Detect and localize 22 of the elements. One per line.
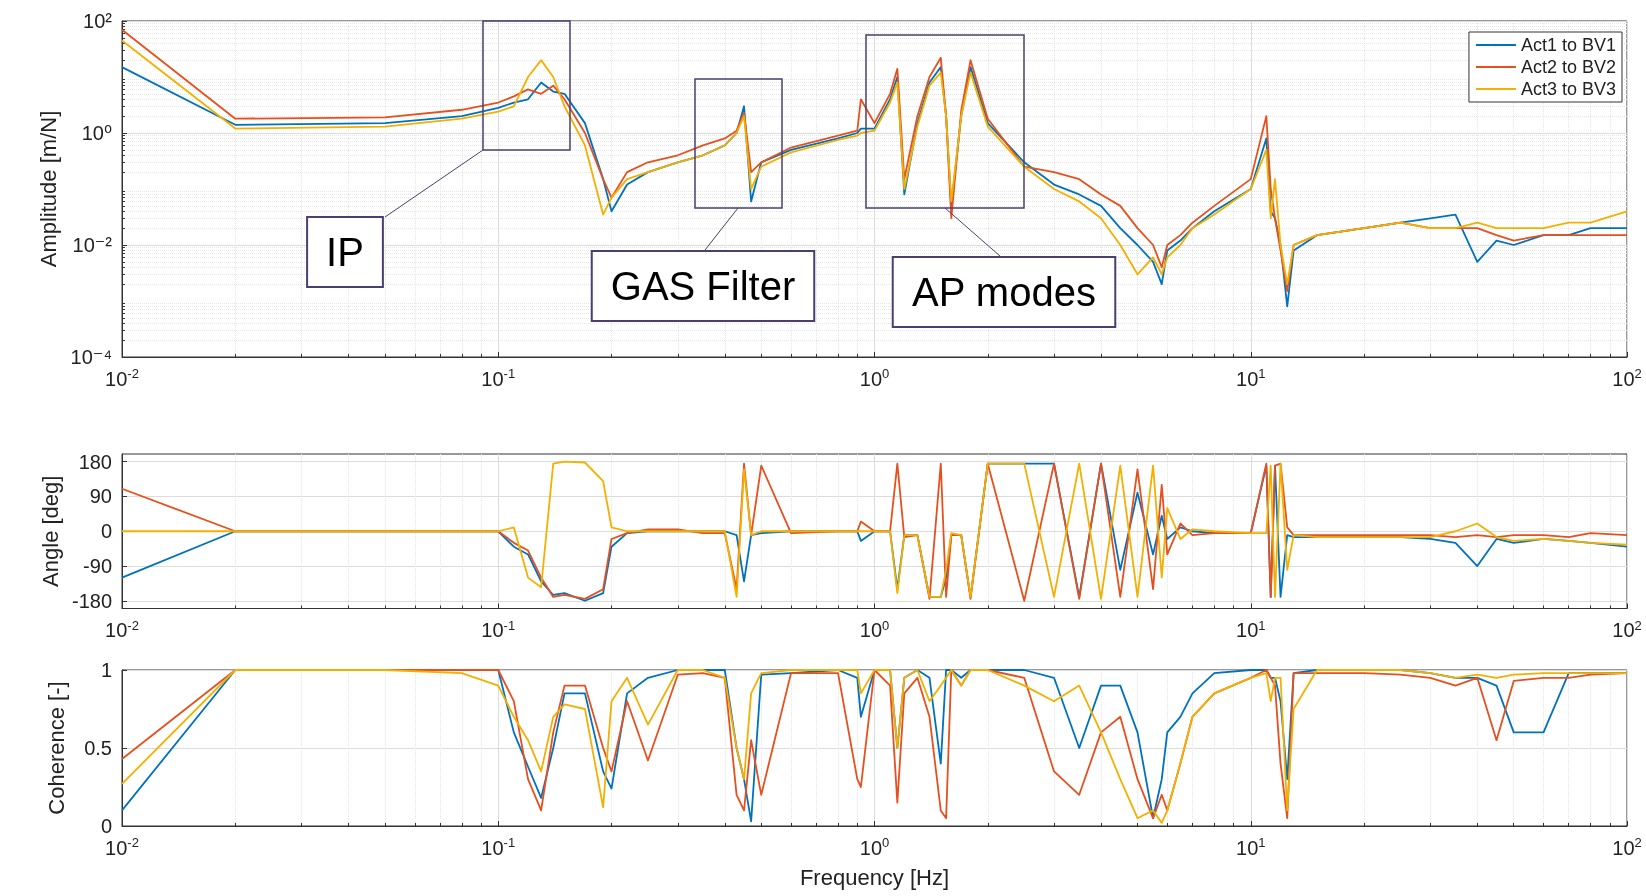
annotation: IP: [326, 230, 364, 274]
y-axis-title: Angle [deg]: [37, 475, 63, 587]
annotation: AP modes: [912, 270, 1096, 314]
y-tick-label: 10⁻⁴: [70, 346, 112, 368]
y-tick-label: 0.5: [84, 737, 112, 759]
y-tick-label: -180: [71, 589, 112, 612]
y-tick-label: 0: [100, 520, 112, 543]
y-tick-label: 0: [100, 815, 112, 837]
y-tick-label: 1: [100, 659, 112, 681]
x-axis-title: Frequency [Hz]: [799, 864, 950, 890]
y-axis-title: Coherence [-]: [43, 681, 69, 815]
legend-label: Act3 to BV3: [1520, 79, 1617, 99]
legend-label: Act1 to BV1: [1520, 35, 1617, 55]
y-axis-title: Amplitude [m/N]: [36, 110, 62, 268]
y-tick-label: 10²: [83, 10, 113, 32]
y-tick-label: 180: [78, 450, 112, 473]
legend-label: Act2 to BV2: [1520, 57, 1617, 77]
y-tick-label: 10⁰: [81, 122, 112, 144]
y-tick-label: 10⁻²: [72, 234, 113, 256]
y-tick-label: -90: [83, 555, 112, 578]
annotation: GAS Filter: [610, 264, 796, 308]
y-tick-label: 90: [89, 485, 112, 508]
